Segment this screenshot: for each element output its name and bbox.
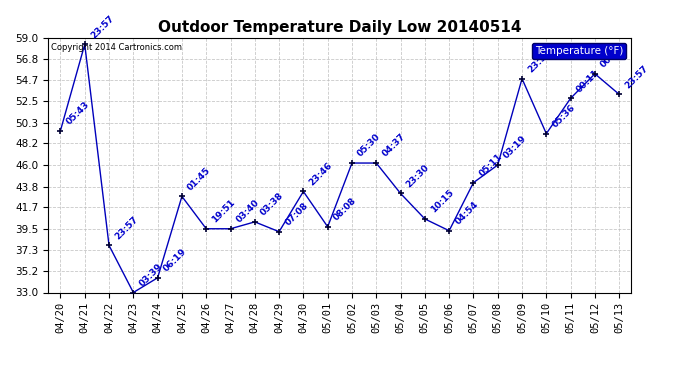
Title: Outdoor Temperature Daily Low 20140514: Outdoor Temperature Daily Low 20140514 <box>158 20 522 35</box>
Text: 07:08: 07:08 <box>284 201 310 228</box>
Text: 08:08: 08:08 <box>332 196 358 223</box>
Text: 23:57: 23:57 <box>113 214 140 241</box>
Legend: Temperature (°F): Temperature (°F) <box>531 43 626 59</box>
Text: 23:46: 23:46 <box>308 160 334 188</box>
Text: 04:54: 04:54 <box>453 200 480 226</box>
Text: 23:30: 23:30 <box>405 163 431 189</box>
Text: 04:37: 04:37 <box>380 132 407 159</box>
Text: 19:51: 19:51 <box>210 198 237 225</box>
Text: 05:36: 05:36 <box>551 103 577 129</box>
Text: 06:19: 06:19 <box>161 247 188 274</box>
Text: 00:11: 00:11 <box>575 68 601 94</box>
Text: 01:45: 01:45 <box>186 166 213 192</box>
Text: 23:57: 23:57 <box>89 13 116 40</box>
Text: 03:40: 03:40 <box>235 198 262 225</box>
Text: 05:30: 05:30 <box>356 132 382 159</box>
Text: 03:19: 03:19 <box>502 134 529 161</box>
Text: 05:11: 05:11 <box>477 152 504 178</box>
Text: 03:39: 03:39 <box>137 262 164 288</box>
Text: 10:15: 10:15 <box>429 188 455 215</box>
Text: 23:59: 23:59 <box>526 48 553 75</box>
Text: 00:28: 00:28 <box>599 43 626 70</box>
Text: 05:43: 05:43 <box>65 100 91 126</box>
Text: 23:57: 23:57 <box>623 63 650 90</box>
Text: Copyright 2014 Cartronics.com: Copyright 2014 Cartronics.com <box>51 43 182 52</box>
Text: 03:38: 03:38 <box>259 191 286 218</box>
